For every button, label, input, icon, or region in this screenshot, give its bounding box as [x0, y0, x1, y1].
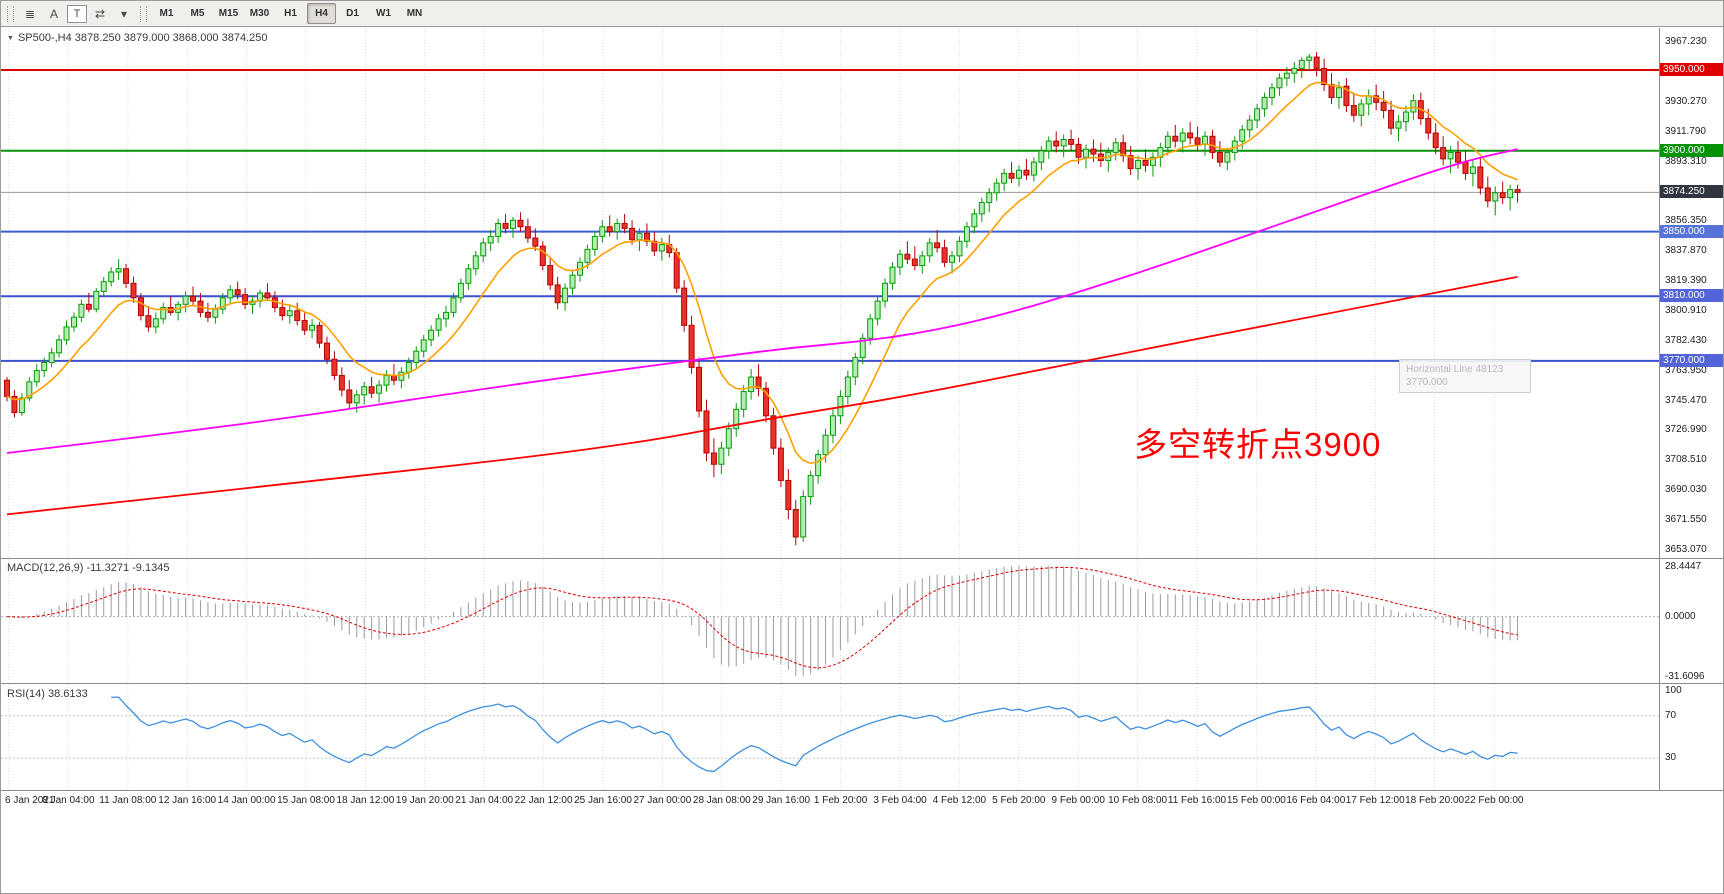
- time-axis-label: 27 Jan 00:00: [633, 795, 692, 806]
- timeframe-group: M1 M5 M15 M30 H1 H4 D1 W1 MN: [151, 3, 430, 24]
- toolbar-icon-group: ≣ A T ⇄ ▾: [18, 4, 136, 24]
- text-tool-icon[interactable]: T: [67, 4, 87, 23]
- rsi-scale-label: 70: [1665, 709, 1677, 721]
- price-axis-label: 3671.550: [1665, 513, 1707, 525]
- time-axis-label: 6 Jan 2021: [5, 795, 55, 806]
- timeframe-button-mn[interactable]: MN: [406, 8, 423, 19]
- time-axis-label: 18 Feb 20:00: [1405, 795, 1465, 806]
- time-axis-label: 29 Jan 16:00: [752, 795, 811, 806]
- tooltip-line2: 3770.000: [1406, 377, 1448, 388]
- price-axis-label: 3690.030: [1665, 484, 1707, 496]
- price-axis-label: 3782.430: [1665, 334, 1707, 346]
- symbol-ohlc-text: SP500-,H4 3878.250 3879.000 3868.000 387…: [17, 32, 268, 44]
- time-axis-label: 18 Jan 12:00: [336, 795, 395, 806]
- price-axis-label: 3763.950: [1665, 364, 1707, 376]
- price-axis-label: 3967.230: [1665, 36, 1707, 48]
- time-axis-label: 5 Feb 20:00: [992, 795, 1046, 806]
- time-axis-label: 3 Feb 04:00: [873, 795, 927, 806]
- hline-price-tag: 3810.000: [1660, 289, 1723, 303]
- time-axis-label: 14 Jan 00:00: [217, 795, 276, 806]
- toolbar: ≣ A T ⇄ ▾ M1 M5 M15 M30 H1 H4 D1 W1 MN: [1, 1, 1723, 27]
- time-axis-label: 8 Jan 04:00: [42, 795, 95, 806]
- symbol-ohlc-header: ▼ SP500-,H4 3878.250 3879.000 3868.000 38…: [7, 32, 268, 44]
- pane-separator-macd[interactable]: [1, 558, 1723, 559]
- hline-price-tag: 3850.000: [1660, 224, 1723, 238]
- rsi-indicator-label: RSI(14) 38.6133: [7, 688, 88, 700]
- rsi-scale-label: 30: [1665, 752, 1677, 764]
- object-tooltip: Horizontal Line 48123 3770.000: [1399, 359, 1531, 393]
- time-axis-label: 25 Jan 16:00: [574, 795, 632, 806]
- time-axis-label: 10 Feb 08:00: [1108, 795, 1168, 806]
- toolbar-grip[interactable]: [7, 5, 14, 22]
- price-axis-line: [1659, 28, 1660, 791]
- timeframe-button-h1[interactable]: H1: [284, 8, 297, 19]
- pane-separator-rsi[interactable]: [1, 683, 1723, 684]
- time-axis-label: 22 Jan 12:00: [514, 795, 573, 806]
- timeframe-button-m30[interactable]: M30: [249, 8, 270, 19]
- rsi-scale-label: 100: [1665, 685, 1682, 696]
- dropdown-caret-icon[interactable]: ▾: [120, 6, 128, 21]
- time-axis-label: 15 Jan 08:00: [277, 795, 335, 806]
- timeframe-button-m15[interactable]: M15: [218, 8, 239, 19]
- objects-list-icon[interactable]: ≣: [24, 6, 36, 21]
- collapse-triangle-icon[interactable]: ▼: [7, 35, 14, 42]
- time-axis-label: 17 Feb 12:00: [1345, 795, 1405, 806]
- time-axis-label: 1 Feb 20:00: [813, 795, 868, 806]
- chart-text-annotation[interactable]: 多空转折点3900: [1134, 426, 1382, 463]
- time-axis-label: 28 Jan 08:00: [692, 795, 751, 806]
- hline-price-tag: 3770.000: [1660, 353, 1723, 367]
- time-axis-label: 16 Feb 04:00: [1286, 795, 1346, 806]
- time-axis-label: 21 Jan 04:00: [455, 795, 514, 806]
- macd-scale-max: 28.4447: [1665, 561, 1702, 572]
- macd-indicator-label: MACD(12,26,9) -11.3271 -9.1345: [7, 562, 170, 574]
- price-axis-label: 3856.350: [1665, 215, 1707, 227]
- price-axis-label: 3800.910: [1665, 304, 1707, 316]
- rsi-pane[interactable]: [1, 684, 1659, 790]
- price-axis-label: 3893.310: [1665, 155, 1707, 167]
- timeframe-button-w1[interactable]: W1: [376, 8, 391, 19]
- price-axis-label: 3911.790: [1665, 125, 1706, 137]
- macd-scale-zero: 0.0000: [1665, 610, 1696, 622]
- time-axis-label: 9 Feb 00:00: [1051, 795, 1105, 806]
- timeframe-button-m5[interactable]: M5: [190, 8, 205, 19]
- main-chart-pane[interactable]: [1, 28, 1659, 558]
- price-axis-label: 3726.990: [1665, 424, 1707, 436]
- timeframe-button-d1[interactable]: D1: [346, 8, 359, 19]
- price-axis-label: 3837.870: [1665, 245, 1707, 257]
- timeframe-button-m1[interactable]: M1: [159, 8, 174, 19]
- price-axis-label: 3745.470: [1665, 394, 1707, 406]
- time-axis-line: [1, 790, 1723, 791]
- price-scale[interactable]: 28.4447 0.0000 -31.6096 3967.2303948.750…: [1660, 1, 1723, 893]
- current-price-tag: 3874.250: [1660, 185, 1723, 199]
- tooltip-line1: Horizontal Line 48123: [1406, 364, 1504, 375]
- arrow-tool-icon[interactable]: A: [49, 6, 58, 21]
- toolbar-grip-2[interactable]: [140, 5, 147, 22]
- time-axis-label: 11 Jan 08:00: [99, 795, 157, 806]
- time-axis-label: 19 Jan 20:00: [395, 795, 454, 806]
- time-axis-label: 11 Feb 16:00: [1167, 795, 1227, 806]
- hline-price-tag: 3950.000: [1660, 63, 1723, 76]
- timeframe-button-h4[interactable]: H4: [307, 3, 336, 24]
- macd-pane[interactable]: [1, 559, 1659, 683]
- template-swap-icon[interactable]: ⇄: [94, 6, 106, 21]
- hline-price-tag: 3900.000: [1660, 143, 1723, 157]
- time-axis-label: 22 Feb 00:00: [1464, 795, 1524, 806]
- time-axis-label: 4 Feb 12:00: [932, 795, 987, 806]
- price-axis-label: 3708.510: [1665, 454, 1707, 466]
- macd-scale-min: -31.6096: [1665, 671, 1705, 682]
- time-axis-label: 12 Jan 16:00: [158, 795, 217, 806]
- time-scale[interactable]: 6 Jan 2021 8 Jan 04:00 11 Jan 08:00 12 Jan …: [1, 791, 1659, 813]
- price-axis-label: 3930.270: [1665, 95, 1707, 107]
- time-axis-label: 15 Feb 00:00: [1226, 795, 1286, 806]
- price-axis-label: 3653.070: [1665, 543, 1707, 555]
- price-axis-label: 3819.390: [1665, 275, 1707, 287]
